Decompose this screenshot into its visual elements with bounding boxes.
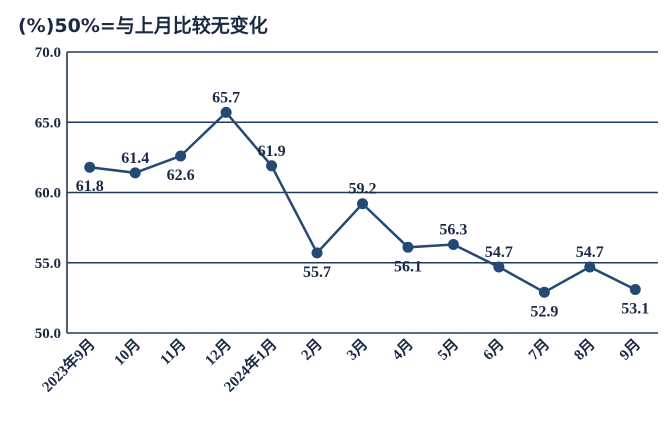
x-tick-label: 2月 bbox=[298, 336, 326, 364]
data-label: 54.7 bbox=[576, 244, 604, 261]
point bbox=[220, 106, 232, 118]
data-label: 62.6 bbox=[167, 167, 195, 184]
y-tick-label: 50.0 bbox=[35, 326, 61, 342]
x-tick-label: 12月 bbox=[202, 336, 235, 369]
point bbox=[357, 198, 368, 210]
data-label: 53.1 bbox=[621, 300, 649, 317]
point bbox=[84, 161, 96, 173]
chart-title: (%)50%=与上月比较无变化 bbox=[18, 14, 268, 37]
y-tick-label: 60.0 bbox=[35, 186, 61, 202]
x-tick-label: 11月 bbox=[157, 336, 190, 369]
data-label: 56.3 bbox=[439, 221, 467, 238]
data-label: 55.7 bbox=[303, 264, 331, 281]
data-label: 61.4 bbox=[121, 150, 149, 167]
y-tick-label: 70.0 bbox=[35, 45, 61, 61]
data-label: 61.8 bbox=[76, 178, 104, 195]
x-tick-label: 3月 bbox=[343, 336, 371, 364]
point bbox=[493, 261, 505, 273]
point bbox=[402, 241, 414, 253]
x-tick-label: 4月 bbox=[389, 336, 417, 364]
data-label: 56.1 bbox=[394, 258, 422, 275]
point bbox=[266, 160, 278, 172]
x-tick-label: 8月 bbox=[571, 336, 599, 364]
point bbox=[629, 283, 641, 295]
point bbox=[447, 238, 459, 250]
x-tick-label: 9月 bbox=[616, 336, 644, 364]
x-tick-label: 10月 bbox=[111, 336, 144, 369]
x-tick-label: 2023年9月 bbox=[38, 335, 98, 395]
data-label: 52.9 bbox=[530, 303, 558, 320]
x-tick-label: 7月 bbox=[525, 336, 553, 364]
y-tick-label: 65.0 bbox=[35, 115, 61, 131]
point bbox=[584, 261, 596, 273]
point bbox=[129, 167, 141, 179]
y-tick-label: 55.0 bbox=[35, 256, 61, 272]
x-tick-label: 5月 bbox=[434, 336, 462, 364]
x-tick-label: 6月 bbox=[480, 336, 508, 364]
data-label: 61.9 bbox=[258, 143, 286, 160]
point bbox=[311, 247, 323, 259]
point bbox=[538, 286, 550, 298]
data-label: 65.7 bbox=[212, 89, 240, 106]
point bbox=[175, 150, 187, 162]
data-label: 59.2 bbox=[349, 181, 377, 198]
data-label: 54.7 bbox=[485, 244, 513, 261]
